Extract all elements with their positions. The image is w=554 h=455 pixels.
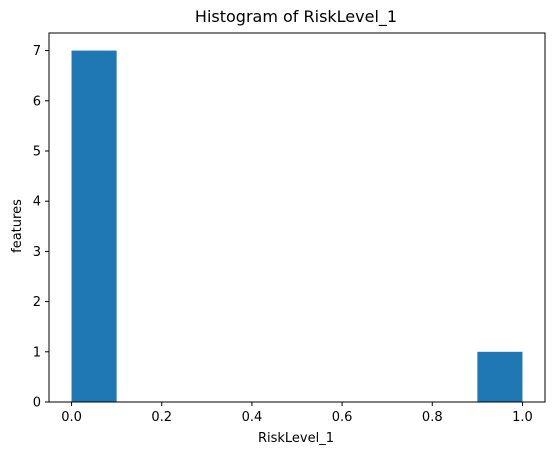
x-tick-label: 0.4 bbox=[242, 410, 263, 425]
y-tick-label: 7 bbox=[33, 44, 41, 59]
y-tick-label: 4 bbox=[33, 195, 41, 210]
y-tick-label: 2 bbox=[33, 295, 41, 310]
x-tick-label: 0.6 bbox=[332, 410, 353, 425]
x-tick-label: 0.2 bbox=[151, 410, 172, 425]
chart-title: Histogram of RiskLevel_1 bbox=[195, 7, 397, 27]
x-axis: 0.0 0.2 0.4 0.6 0.8 1.0 bbox=[61, 402, 533, 425]
plot-frame bbox=[48, 32, 546, 403]
x-tick-label: 1.0 bbox=[512, 410, 533, 425]
x-tick-label: 0.0 bbox=[61, 410, 82, 425]
x-axis-title: RiskLevel_1 bbox=[258, 431, 334, 446]
y-axis: 0 1 2 3 4 5 6 7 bbox=[33, 44, 49, 411]
y-tick-label: 1 bbox=[33, 345, 41, 360]
histogram-bar-9 bbox=[477, 351, 523, 402]
y-tick-label: 6 bbox=[33, 94, 41, 109]
y-tick-label: 3 bbox=[33, 245, 41, 260]
x-tick-label: 0.8 bbox=[422, 410, 443, 425]
plot-area bbox=[71, 50, 523, 402]
y-axis-title: features bbox=[10, 199, 25, 253]
y-tick-label: 0 bbox=[33, 396, 41, 411]
y-tick-label: 5 bbox=[33, 144, 41, 159]
histogram-bar-0 bbox=[71, 50, 117, 402]
